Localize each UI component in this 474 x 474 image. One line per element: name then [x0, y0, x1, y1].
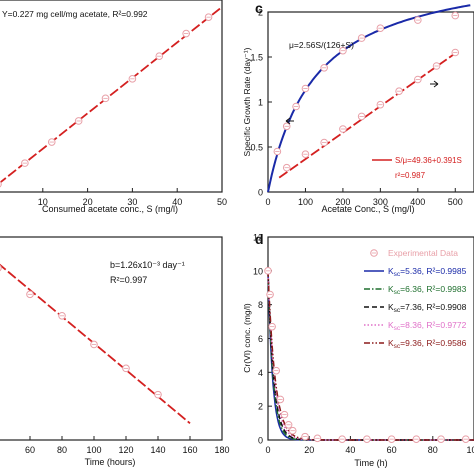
x-tick-label: 20	[83, 197, 93, 207]
y-tick-label: 1.5	[250, 53, 263, 63]
legend: Experimental Data Ksc=5.36, R²=0.9985 Ksc=…	[364, 248, 467, 350]
x-tick-label: 160	[182, 445, 197, 455]
panel-b-chart: 60 80 100 120 140 160 180 b=1.26x10⁻³ day⁻¹ R²=0…	[0, 236, 230, 467]
x-tick-label: 50	[217, 197, 227, 207]
panel-label-c: c	[255, 0, 263, 16]
panel-a-annotation: Y=0.227 mg cell/mg acetate, R²=0.992	[2, 9, 148, 19]
x-tick-label: 0	[265, 197, 270, 207]
panel-d-y-label: Cr(VI) conc. (mg/l)	[242, 303, 252, 373]
panel-b-r2: R²=0.997	[110, 275, 147, 285]
plot-frame	[0, 236, 223, 441]
legend-entry: Ksc=9.36, R²=0.9586	[388, 338, 467, 350]
plot-frame	[0, 0, 223, 193]
data-point	[0, 180, 2, 188]
x-tick-label: 30	[127, 197, 137, 207]
y-tick-label: 0	[258, 436, 263, 446]
x-tick-label: 60	[387, 445, 397, 455]
legend-entry: Ksc=8.36, R²=0.9772	[388, 320, 467, 332]
x-tick-label: 500	[448, 197, 463, 207]
y-tick-label: 12	[253, 233, 263, 243]
legend-entry: Ksc=6.36, R²=0.9983	[388, 284, 467, 296]
legend-entry: Experimental Data	[388, 248, 458, 258]
y-tick-label: 2	[258, 402, 263, 412]
arrow-left-icon	[285, 117, 294, 125]
panel-c-chart: 0 100 200 300 400 500 0 0.5 1 1.5 2c μ=2.56S/(126+S…	[242, 0, 474, 214]
panel-b-rate: b=1.26x10⁻³ day⁻¹	[110, 260, 185, 270]
x-tick-label: 40	[172, 197, 182, 207]
x-tick-label: 300	[373, 197, 388, 207]
model-curve	[267, 270, 474, 441]
arrow-right-icon	[430, 80, 439, 88]
panel-d-x-label: Time (h)	[354, 458, 387, 468]
model-curve	[267, 270, 474, 441]
linear-fit-line	[278, 49, 460, 179]
legend-entry: Ksc=5.36, R²=0.9985	[388, 266, 467, 278]
x-tick-label: 0	[265, 445, 270, 455]
model-curve	[267, 270, 474, 441]
x-tick-label: 100	[86, 445, 101, 455]
panel-c-x-label: Acetate Conc., S (mg/l)	[321, 204, 414, 214]
model-curve	[267, 270, 474, 441]
x-tick-label: 80	[428, 445, 438, 455]
y-tick-label: 1	[258, 98, 263, 108]
y-tick-label: 4	[258, 368, 263, 378]
linear-equation: S/μ=49.36+0.391S	[395, 156, 462, 165]
panel-b-x-label: Time (hours)	[85, 457, 136, 467]
monod-fit-curve	[267, 4, 471, 193]
data-point	[0, 264, 2, 272]
panel-label-d: d	[255, 231, 264, 247]
linear-r2: r²=0.987	[395, 171, 426, 180]
x-tick-label: 180	[214, 445, 229, 455]
y-tick-label: 8	[258, 300, 263, 310]
y-tick-label: 0	[258, 188, 263, 198]
x-tick-label: 100	[466, 445, 474, 455]
x-tick-label: 200	[335, 197, 350, 207]
panel-a-chart: 10 20 30 40 50 Y=0.227 mg cell/mg acetate, R²…	[0, 0, 227, 214]
model-curve	[267, 270, 474, 441]
y-tick-label: 10	[253, 266, 263, 276]
panel-a-x-label: Consumed acetate conc., S (mg/l)	[42, 204, 178, 214]
x-tick-label: 100	[298, 197, 313, 207]
y-tick-label: 0.5	[250, 143, 263, 153]
legend-entry: Ksc=7.36, R²=0.9908	[388, 302, 467, 314]
y-tick-label: 6	[258, 334, 263, 344]
monod-equation: μ=2.56S/(126+S)	[289, 40, 354, 50]
panel-d-chart: 0 20 40 60 80 100 0 2 4 6 8 10 12d Experimental Data K…	[242, 231, 474, 468]
x-tick-label: 400	[410, 197, 425, 207]
x-tick-label: 40	[345, 445, 355, 455]
x-tick-label: 140	[150, 445, 165, 455]
x-tick-label: 10	[38, 197, 48, 207]
x-tick-label: 60	[25, 445, 35, 455]
y-tick-label: 2	[258, 8, 263, 18]
x-tick-label: 80	[57, 445, 67, 455]
x-tick-label: 120	[118, 445, 133, 455]
x-tick-label: 20	[304, 445, 314, 455]
panel-c-y-label: Specific Growth Rate (day⁻¹)	[242, 47, 252, 156]
